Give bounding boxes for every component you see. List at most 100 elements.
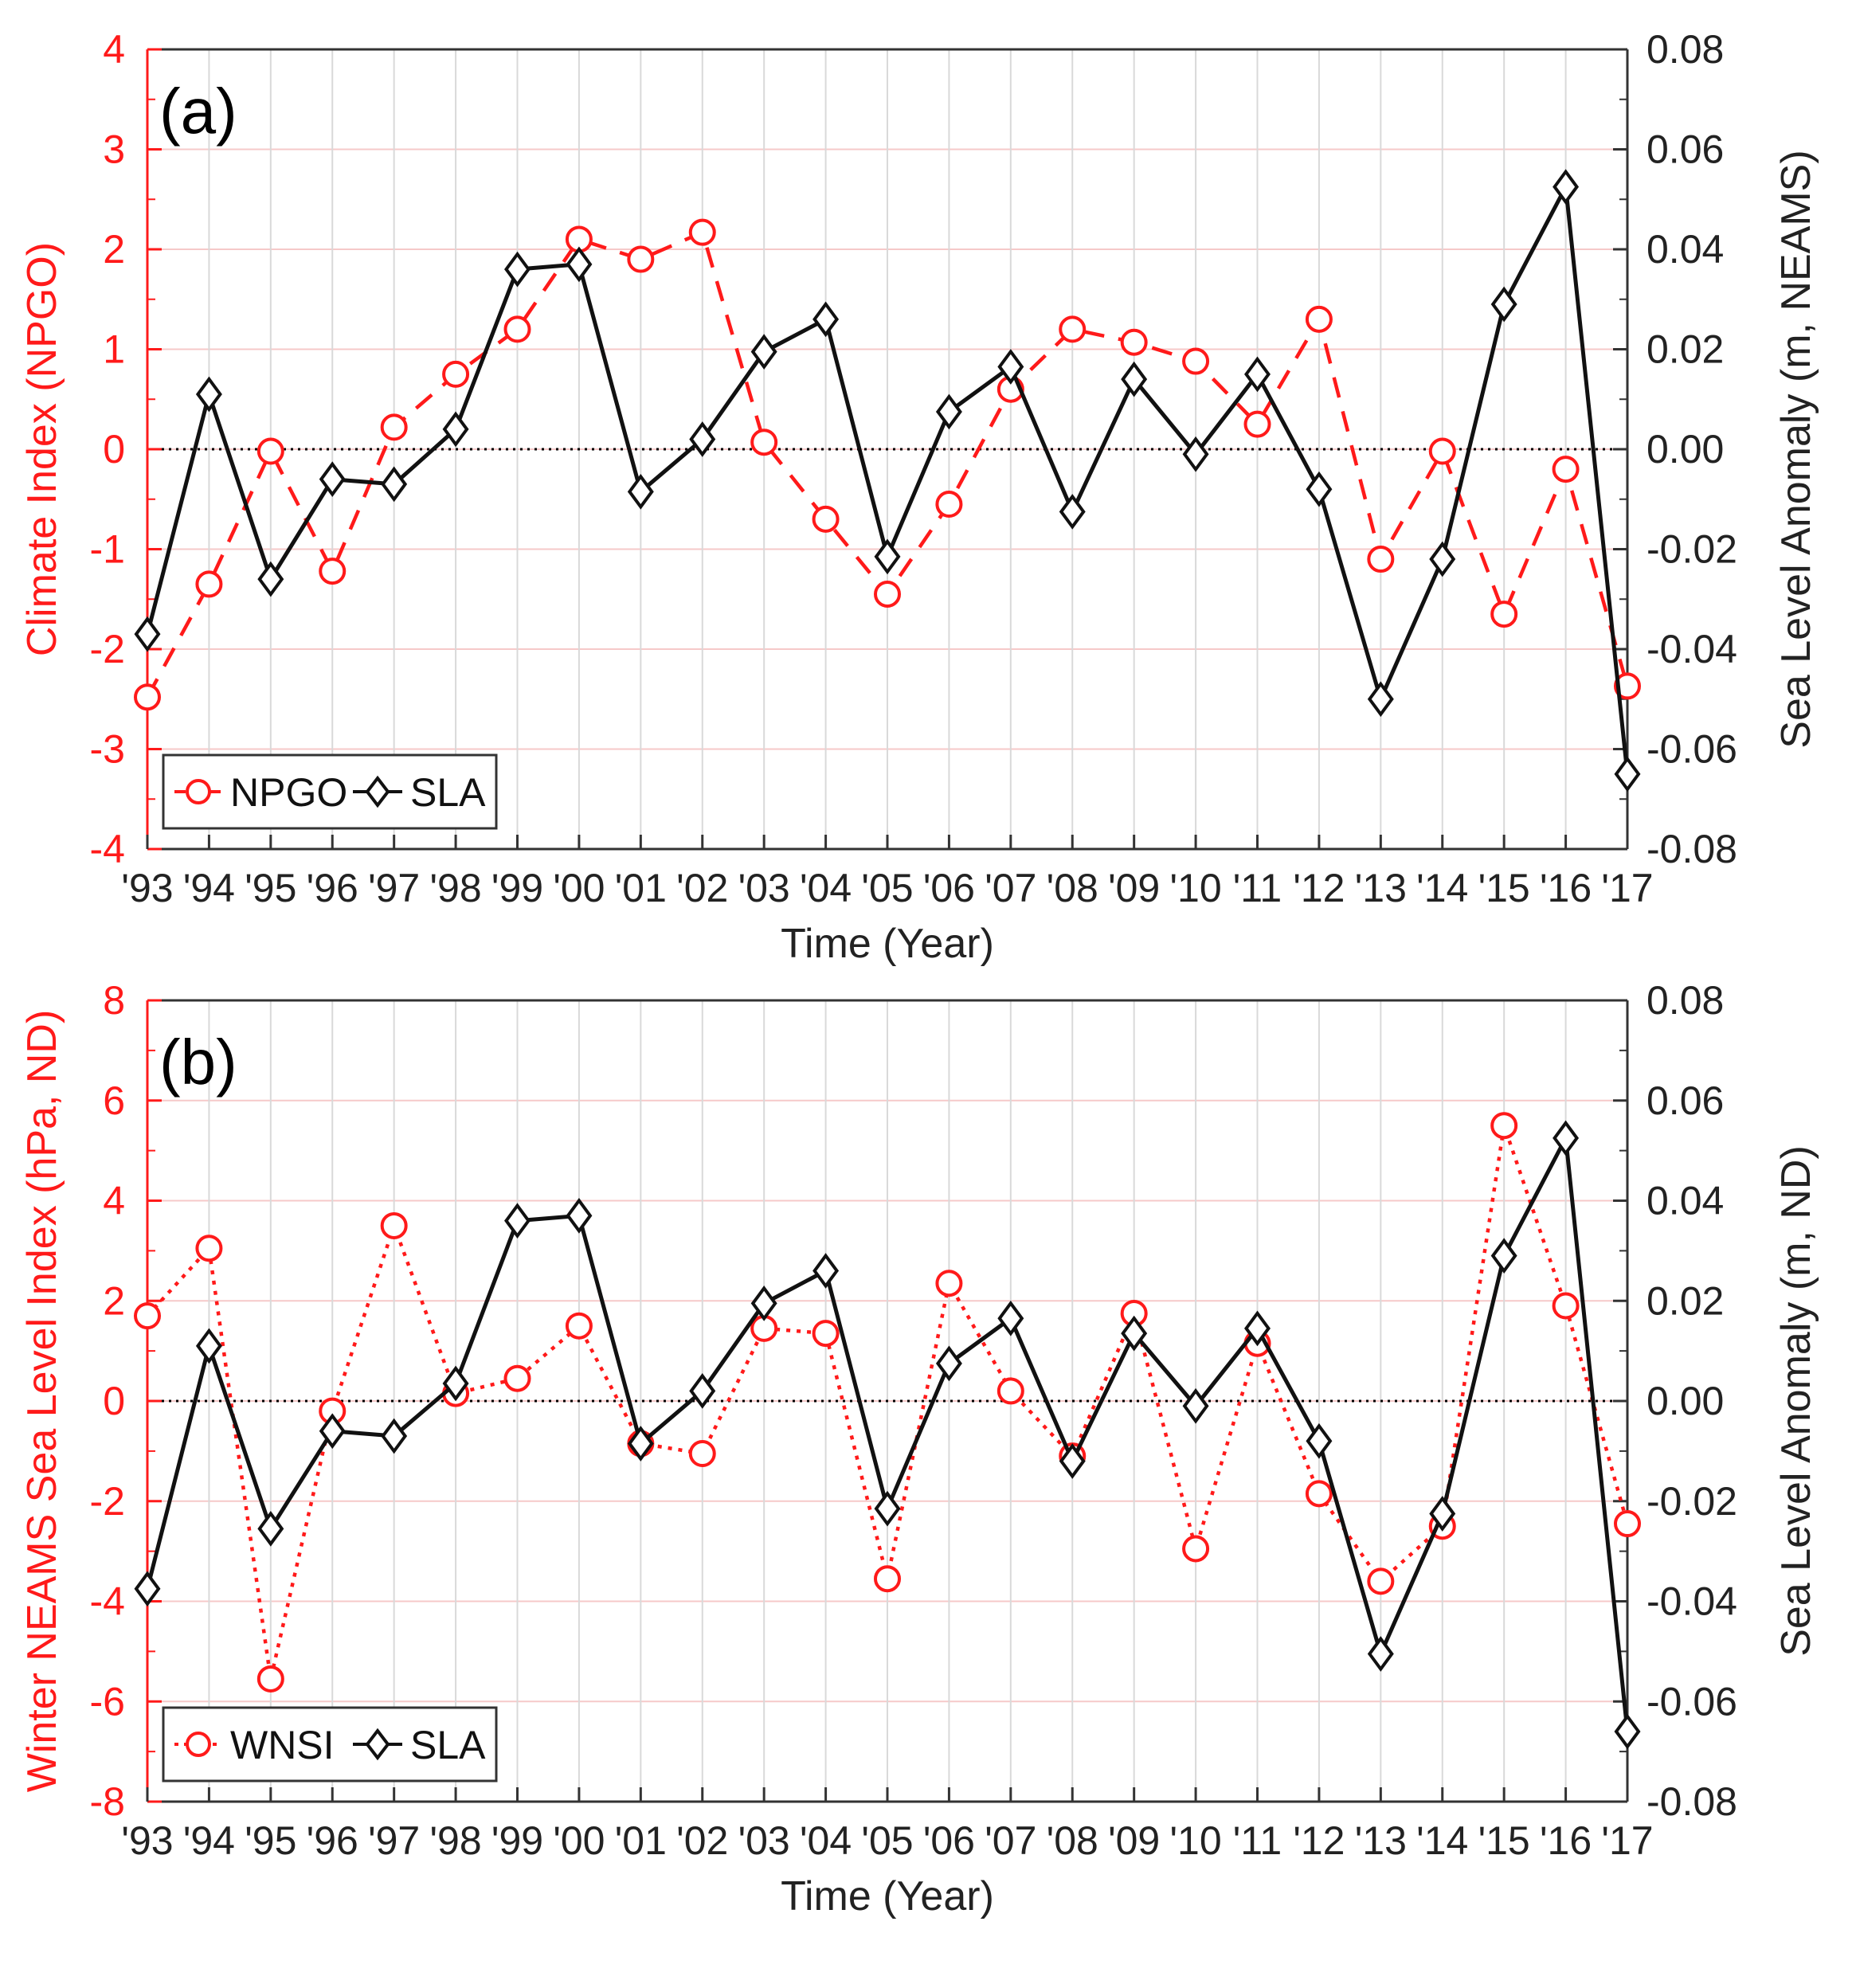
- left-tick-label: 2: [103, 227, 125, 272]
- legend-box: [162, 1706, 498, 1783]
- data-point-sla: [442, 411, 469, 448]
- x-tick-label: '12: [1293, 866, 1345, 910]
- x-tick-label: '01: [615, 866, 667, 910]
- panel-label: (b): [159, 1027, 237, 1098]
- data-point-sla: [1429, 1496, 1456, 1532]
- left-tick-label: 8: [103, 978, 125, 1023]
- data-point-sla: [997, 349, 1024, 385]
- x-tick-label: '07: [985, 1818, 1036, 1863]
- x-tick-label: '07: [985, 866, 1036, 910]
- x-tick-label: '06: [923, 866, 975, 910]
- data-point-wnsi: [812, 1320, 840, 1348]
- data-point-wnsi: [874, 1565, 901, 1593]
- left-tick-label: -4: [90, 1579, 125, 1624]
- right-tick-label: 0.00: [1647, 427, 1724, 472]
- x-tick-label: '09: [1108, 866, 1160, 910]
- right-tick-label: -0.04: [1647, 627, 1737, 671]
- data-point-sla: [1244, 1310, 1271, 1347]
- right-tick-label: -0.06: [1647, 727, 1737, 772]
- left-tick-label: -2: [90, 1479, 125, 1524]
- data-point-sla: [812, 1253, 840, 1289]
- left-tick-label: -4: [90, 827, 125, 871]
- x-tick-label: '97: [368, 1818, 420, 1863]
- left-tick-label: 4: [103, 1179, 125, 1223]
- data-point-sla: [627, 473, 654, 510]
- legend-label-npgo: NPGO: [230, 770, 347, 815]
- data-point-sla: [1614, 1713, 1641, 1750]
- data-point-sla: [1367, 1636, 1394, 1672]
- data-point-sla: [257, 561, 284, 597]
- right-tick-label: 0.02: [1647, 1278, 1724, 1323]
- left-tick-label: 4: [103, 27, 125, 72]
- data-point-sla: [504, 251, 531, 288]
- data-point-wnsi: [935, 1270, 963, 1297]
- data-point-npgo: [812, 505, 840, 533]
- data-point-wnsi: [134, 1302, 161, 1330]
- x-axis-label: Time (Year): [781, 1873, 994, 1920]
- x-tick-label: '00: [553, 866, 605, 910]
- x-tick-label: '03: [738, 866, 790, 910]
- data-point-wnsi: [256, 1665, 284, 1693]
- x-tick-label: '02: [676, 1818, 728, 1863]
- legend: WNSI SLA: [162, 1706, 498, 1783]
- left-tick-label: -1: [90, 527, 125, 572]
- left-tick-label: -6: [90, 1679, 125, 1724]
- left-tick-label: 2: [103, 1278, 125, 1323]
- data-point-npgo: [134, 683, 161, 711]
- left-tick-label: -2: [90, 627, 125, 671]
- data-point-sla: [319, 1413, 346, 1450]
- data-point-sla: [750, 1286, 777, 1321]
- x-tick-label: '93: [121, 1818, 173, 1863]
- x-tick-label: '96: [307, 866, 358, 910]
- data-point-sla: [935, 393, 962, 430]
- data-point-sla: [935, 1345, 962, 1382]
- x-tick-label: '04: [800, 866, 852, 910]
- right-tick-label: 0.06: [1647, 1078, 1724, 1123]
- data-point-sla: [1490, 286, 1517, 323]
- data-point-sla: [1059, 1443, 1086, 1479]
- left-tick-label: 0: [103, 1379, 125, 1423]
- data-point-npgo: [195, 570, 223, 598]
- right-tick-label: 0.08: [1647, 27, 1724, 72]
- data-point-npgo: [256, 437, 284, 465]
- data-point-sla: [1553, 1120, 1580, 1156]
- x-tick-label: '13: [1355, 1818, 1407, 1863]
- x-tick-label: '94: [183, 866, 235, 910]
- panel-label: (a): [159, 76, 237, 147]
- data-point-sla: [134, 616, 161, 652]
- data-point-wnsi: [1552, 1292, 1580, 1320]
- data-point-npgo: [1120, 328, 1148, 356]
- x-tick-label: '16: [1540, 866, 1592, 910]
- data-point-sla: [1182, 1387, 1209, 1424]
- legend-label-sla: SLA: [410, 770, 486, 815]
- data-point-sla: [1490, 1238, 1517, 1274]
- x-tick-label: '99: [491, 866, 543, 910]
- left-tick-label: 6: [103, 1078, 125, 1123]
- data-point-npgo: [442, 360, 470, 388]
- data-point-sla: [1614, 756, 1641, 792]
- data-point-sla: [257, 1510, 284, 1547]
- x-tick-label: '14: [1416, 866, 1468, 910]
- legend: NPGO SLA: [162, 753, 498, 830]
- data-point-sla: [997, 1300, 1024, 1336]
- x-tick-label: '15: [1478, 1818, 1530, 1863]
- data-point-wnsi: [565, 1312, 593, 1340]
- right-tick-label: -0.04: [1647, 1579, 1737, 1624]
- data-point-wnsi: [380, 1211, 408, 1239]
- x-tick-label: '15: [1478, 866, 1530, 910]
- x-tick-label: '09: [1108, 1818, 1160, 1863]
- data-point-sla: [874, 538, 901, 575]
- right-tick-label: -0.02: [1647, 527, 1737, 572]
- left-tick-label: 3: [103, 127, 125, 172]
- data-point-sla: [750, 334, 777, 370]
- right-tick-label: -0.08: [1647, 827, 1737, 871]
- data-point-sla: [319, 461, 346, 498]
- legend-marker-sla: [365, 1728, 390, 1761]
- data-point-npgo: [319, 558, 347, 585]
- data-point-sla: [812, 301, 840, 338]
- right-tick-label: 0.00: [1647, 1379, 1724, 1423]
- data-point-npgo: [1182, 347, 1210, 375]
- x-tick-label: '04: [800, 1818, 852, 1863]
- data-point-sla: [1121, 361, 1148, 397]
- data-point-npgo: [380, 413, 408, 441]
